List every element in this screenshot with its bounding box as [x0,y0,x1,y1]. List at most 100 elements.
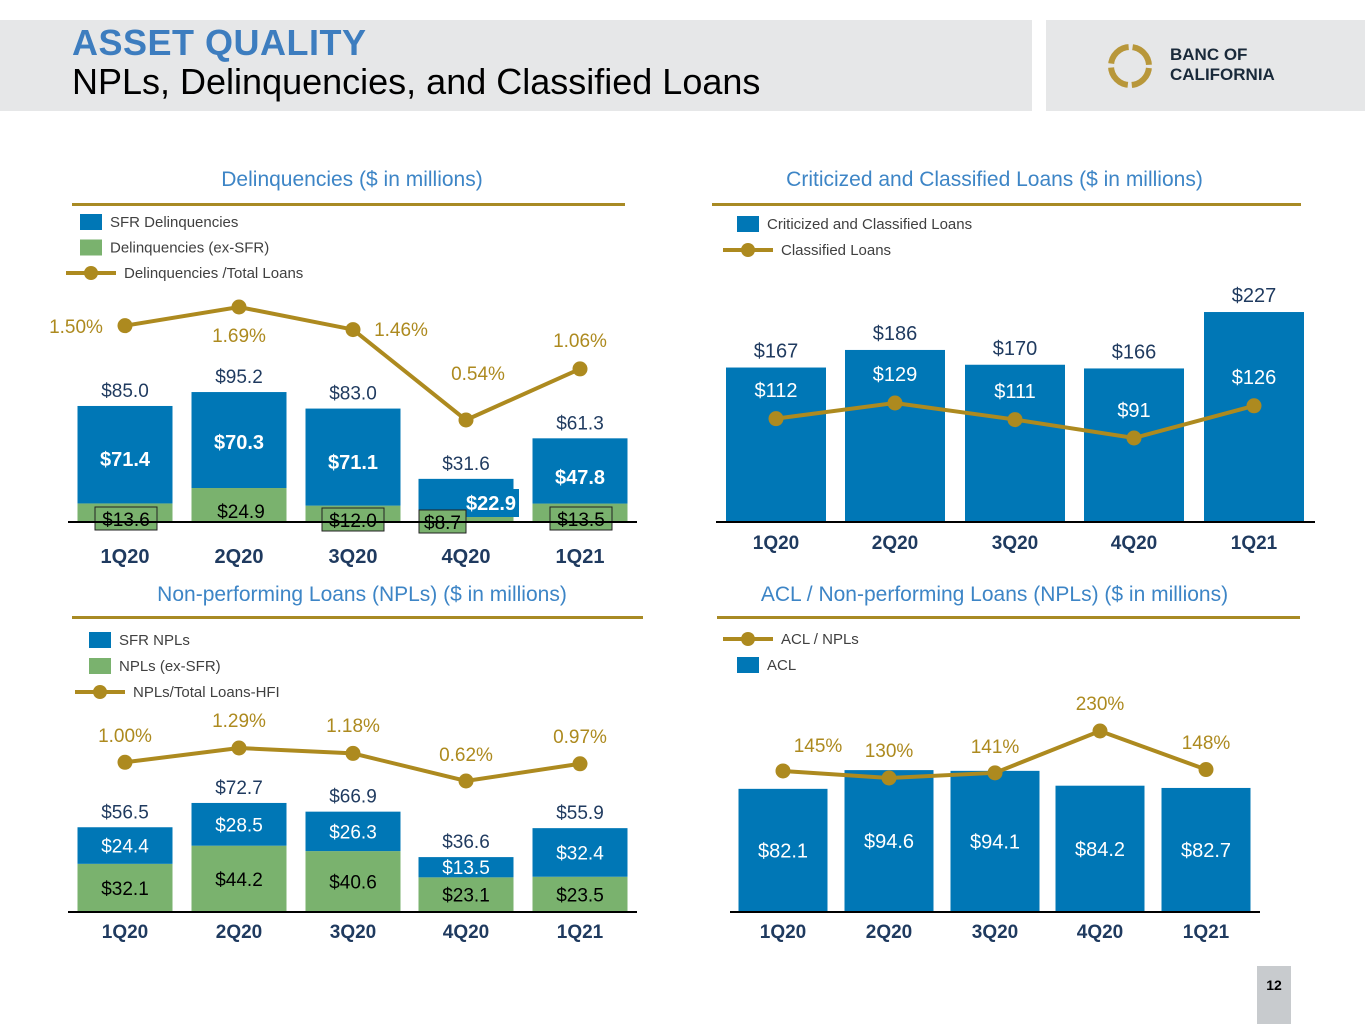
total-label: $36.6 [442,832,490,853]
acl-ratio-marker [881,770,897,786]
legend-swatch-0 [737,216,759,232]
sfr-npl-label: $26.3 [329,822,377,843]
bar-sfr-npls [532,828,628,877]
category-label: 3Q20 [330,922,376,943]
exsfr-npl-label: $44.2 [215,870,263,891]
sfr-npl-label: $13.5 [442,858,490,879]
ratio-label: 1.46% [374,320,428,341]
classified-label: $91 [1117,400,1150,422]
bar-sfr [191,392,287,489]
classified-marker [887,395,903,411]
category-label: 4Q20 [1111,533,1157,554]
criticized-value-label: $167 [754,341,799,363]
npl-ratio-marker [572,756,588,772]
logo-banner [1046,20,1365,111]
category-label: 1Q21 [556,546,605,568]
acl-ratio-label: 130% [865,741,914,762]
section-title: ASSET QUALITY [72,22,367,63]
bar-exsfr-npls [77,863,173,912]
classified-label: $112 [754,380,797,402]
legend-label-0: ACL / NPLs [781,631,859,648]
ratio-label: 1.69% [212,326,266,347]
legend-swatch-0 [80,214,102,230]
exsfr-npl-label: $40.6 [329,873,377,894]
classified-label: $111 [994,381,1036,403]
exsfr-value-label: $13.6 [102,510,150,531]
npl-ratio-label: 0.62% [439,745,493,766]
acl-value-label: $84.2 [1075,839,1125,861]
bar-exsfr-npls [191,845,287,912]
category-label: 4Q20 [442,546,491,568]
legend-swatch-1 [80,239,102,256]
classified-label: $126 [1232,367,1277,389]
acl-ratio-label: 148% [1182,733,1231,754]
category-label: 1Q21 [1231,533,1278,554]
npl-ratio-label: 1.00% [98,726,152,747]
exsfr-value-label: $24.9 [217,502,265,523]
acl-value-label: $82.1 [758,840,808,862]
npl-ratio-label: 1.29% [212,711,266,732]
npl-ratio-marker [231,740,247,756]
exsfr-npl-label: $32.1 [101,879,149,900]
criticized-title: Criticized and Classified Loans ($ in mi… [786,168,1203,191]
legend-label-1: Classified Loans [781,242,891,259]
npl-ratio-marker [345,745,361,761]
category-label: 4Q20 [1077,922,1123,943]
banc-logo-icon [1107,43,1153,89]
legend-label-1: NPLs (ex-SFR) [119,658,221,675]
bar-criticized [726,367,826,522]
logo-text: BANC OF CALIFORNIA [1170,45,1275,85]
category-label: 2Q20 [215,546,264,568]
exsfr-value-box [321,507,385,532]
bar-sfr [532,438,628,504]
total-label: $31.6 [442,454,490,475]
logo-line-2: CALIFORNIA [1170,65,1275,84]
acl-ratio-label: 141% [971,737,1020,758]
category-label: 1Q21 [1183,922,1230,943]
criticized-value-label: $170 [993,338,1038,360]
classified-marker [768,411,784,427]
criticized-value-label: $186 [873,323,918,345]
category-label: 2Q20 [216,922,262,943]
acl-title-rule [717,616,1300,619]
legend-label-0: SFR Delinquencies [110,214,238,231]
acl-ratio-marker [775,763,791,779]
sfr-value-label: $71.4 [100,449,151,471]
criticized-title-rule [712,203,1301,206]
delinquencies-title: Delinquencies ($ in millions) [221,168,483,191]
bar-sfr-npls [191,802,287,846]
acl-ratio-marker [987,765,1003,781]
acl-title: ACL / Non-performing Loans (NPLs) ($ in … [760,583,1229,606]
criticized-value-label: $227 [1232,285,1277,307]
npl-ratio-label: 1.18% [326,716,380,737]
category-label: 1Q20 [101,546,150,568]
category-label: 3Q20 [329,546,378,568]
ratio-marker [345,322,361,338]
category-label: 1Q20 [102,922,148,943]
legend-marker-2 [93,685,107,699]
page-number: 12 [1257,966,1291,1024]
exsfr-npl-label: $23.5 [556,885,604,906]
exsfr-value-box [94,506,158,531]
classified-marker [1007,412,1023,428]
classified-marker [1126,430,1142,446]
exsfr-value-label: $8.7 [424,513,461,534]
bar-acl [844,770,934,912]
ratio-label: 0.54% [451,364,505,385]
sfr-value-label: $47.8 [555,467,605,489]
sfr-value-box [464,489,519,517]
legend-label-0: SFR NPLs [119,632,190,649]
total-label: $72.7 [215,778,263,799]
bar-exsfr [191,488,287,522]
acl-value-label: $82.7 [1181,840,1231,862]
bar-criticized [845,349,945,522]
sfr-npl-label: $28.5 [215,815,263,836]
npl-ratio-marker [117,754,133,770]
bar-criticized [1204,312,1304,522]
bar-acl [1161,787,1251,912]
ratio-label: 1.50% [49,317,103,338]
acl-ratio-label: 145% [794,736,843,757]
category-label: 1Q21 [557,922,604,943]
category-label: 1Q20 [760,922,806,943]
total-label: $85.0 [101,381,149,402]
